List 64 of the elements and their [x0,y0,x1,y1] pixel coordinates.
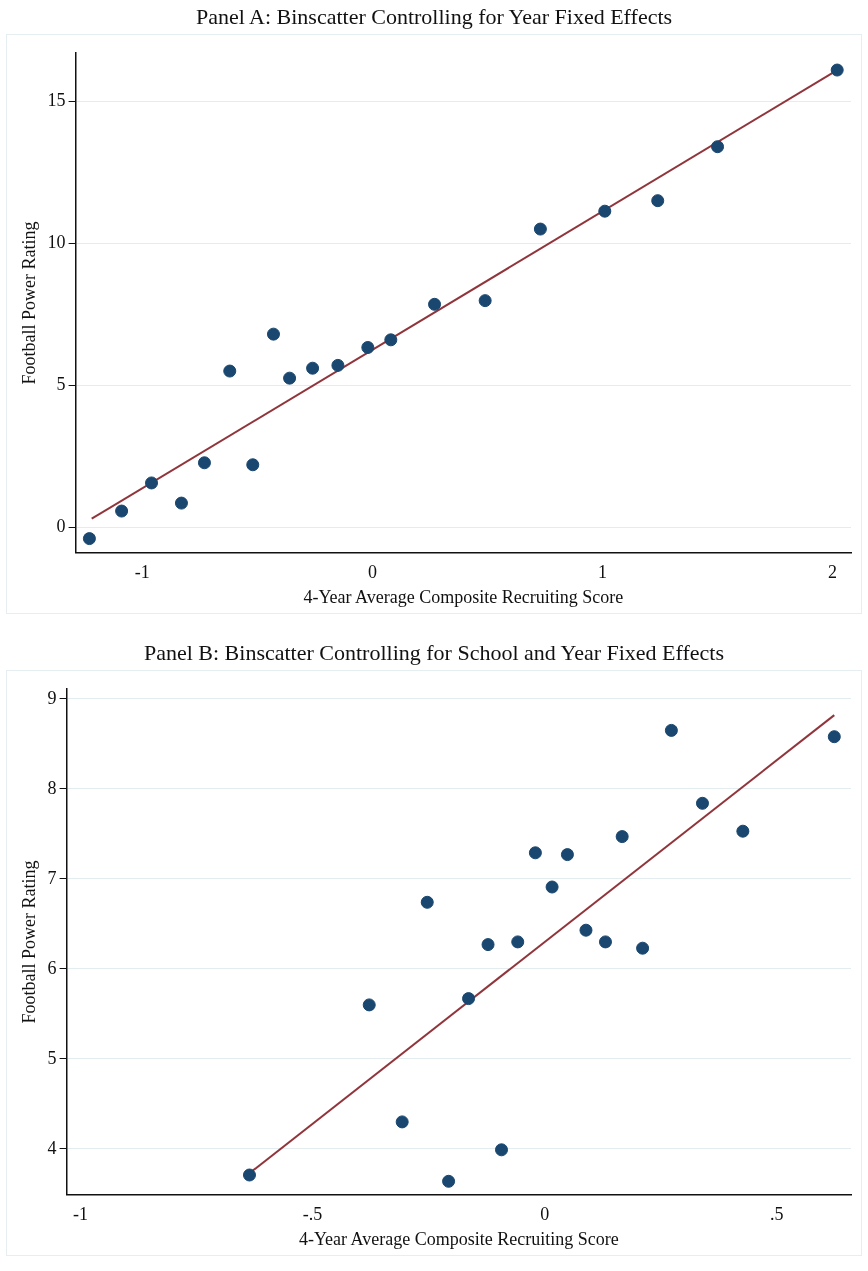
y-tick-label: 8 [47,777,57,798]
chart-title: Panel B: Binscatter Controlling for School and Year Fixed Effects [142,639,726,667]
y-axis-title: Football Power Rating [18,860,39,1024]
x-tick-label: -1 [73,1204,89,1225]
point [428,297,442,311]
y-tick-label: 5 [56,373,66,394]
point [223,364,237,378]
x-axis-title: 4-Year Average Composite Recruiting Score [298,1228,619,1249]
point [420,895,434,909]
point [545,880,559,894]
y-tick-label: 9 [47,687,57,708]
point [636,941,650,955]
point [615,830,629,844]
point [242,1168,256,1182]
x-tick-label: 1 [598,562,607,583]
point [560,848,574,862]
point [664,723,678,737]
y-tick-label: 0 [56,515,66,536]
point [598,935,612,949]
chart-title: Panel A: Binscatter Controlling for Year Fixed Effects [194,3,674,31]
point [384,333,398,347]
x-tick-label: -1 [134,562,150,583]
x-tick-label: 0 [540,1204,550,1225]
y-tick-label: 6 [47,957,57,978]
x-tick-label: 2 [828,562,838,583]
point [736,824,750,838]
x-tick-label: -.5 [302,1204,323,1225]
x-tick-label: 0 [367,562,377,583]
point [478,294,492,308]
point [174,496,188,510]
point [830,63,844,77]
point [462,992,476,1006]
point [511,935,525,949]
point [651,194,665,208]
y-tick-label: 7 [47,867,57,888]
y-tick-label: 10 [47,232,66,252]
y-tick-label: 5 [47,1047,57,1068]
point [528,846,542,860]
point [145,476,159,490]
x-axis-title: 4-Year Average Composite Recruiting Score [303,586,624,607]
point [495,1143,508,1157]
x-tick-label: .5 [769,1204,784,1225]
point [711,140,725,154]
point [246,458,260,472]
point [598,204,612,218]
y-axis-title: Football Power Rating [18,221,39,385]
y-tick-label: 15 [47,90,66,111]
point [115,504,129,518]
point [361,340,375,354]
y-tick-label: 4 [47,1137,57,1158]
point [442,1174,456,1188]
point [481,938,495,952]
point [283,371,297,385]
point [827,730,841,744]
point [306,361,320,375]
point [266,327,280,341]
point [362,998,376,1012]
point [695,796,709,810]
point [395,1115,409,1129]
point [331,358,345,372]
point [533,222,547,236]
point [197,456,211,470]
point [82,532,96,546]
point [579,923,593,937]
